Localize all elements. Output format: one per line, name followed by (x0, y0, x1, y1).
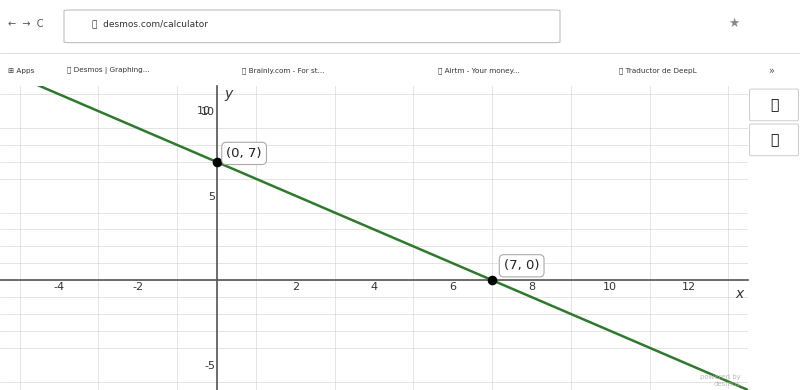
Text: ⊞ Apps: ⊞ Apps (8, 68, 34, 74)
Text: 🏠: 🏠 (770, 133, 778, 147)
Text: 10: 10 (197, 106, 210, 116)
Text: »: » (768, 66, 774, 76)
FancyBboxPatch shape (750, 89, 798, 121)
Text: 🟫 Brainly.com - For st...: 🟫 Brainly.com - For st... (242, 67, 324, 74)
Text: 🔵 Traductor de DeepL: 🔵 Traductor de DeepL (619, 67, 697, 74)
FancyBboxPatch shape (750, 124, 798, 156)
Text: 🟩 Desmos | Graphing...: 🟩 Desmos | Graphing... (67, 67, 150, 74)
Point (486, 277, 498, 283)
Text: powered by
desmos: powered by desmos (700, 374, 741, 387)
Text: y: y (224, 87, 233, 101)
Text: x: x (736, 287, 744, 301)
Text: 🔧: 🔧 (770, 98, 778, 112)
Text: (0, 7): (0, 7) (226, 147, 262, 160)
Text: ←  →  C: ← → C (8, 19, 43, 29)
Text: (7, 0): (7, 0) (504, 259, 539, 272)
FancyBboxPatch shape (64, 10, 560, 43)
Text: 🔵 Airtm - Your money...: 🔵 Airtm - Your money... (438, 67, 519, 74)
Point (210, 159, 223, 165)
Text: ★: ★ (728, 17, 739, 30)
Text: 🔒  desmos.com/calculator: 🔒 desmos.com/calculator (92, 19, 208, 28)
